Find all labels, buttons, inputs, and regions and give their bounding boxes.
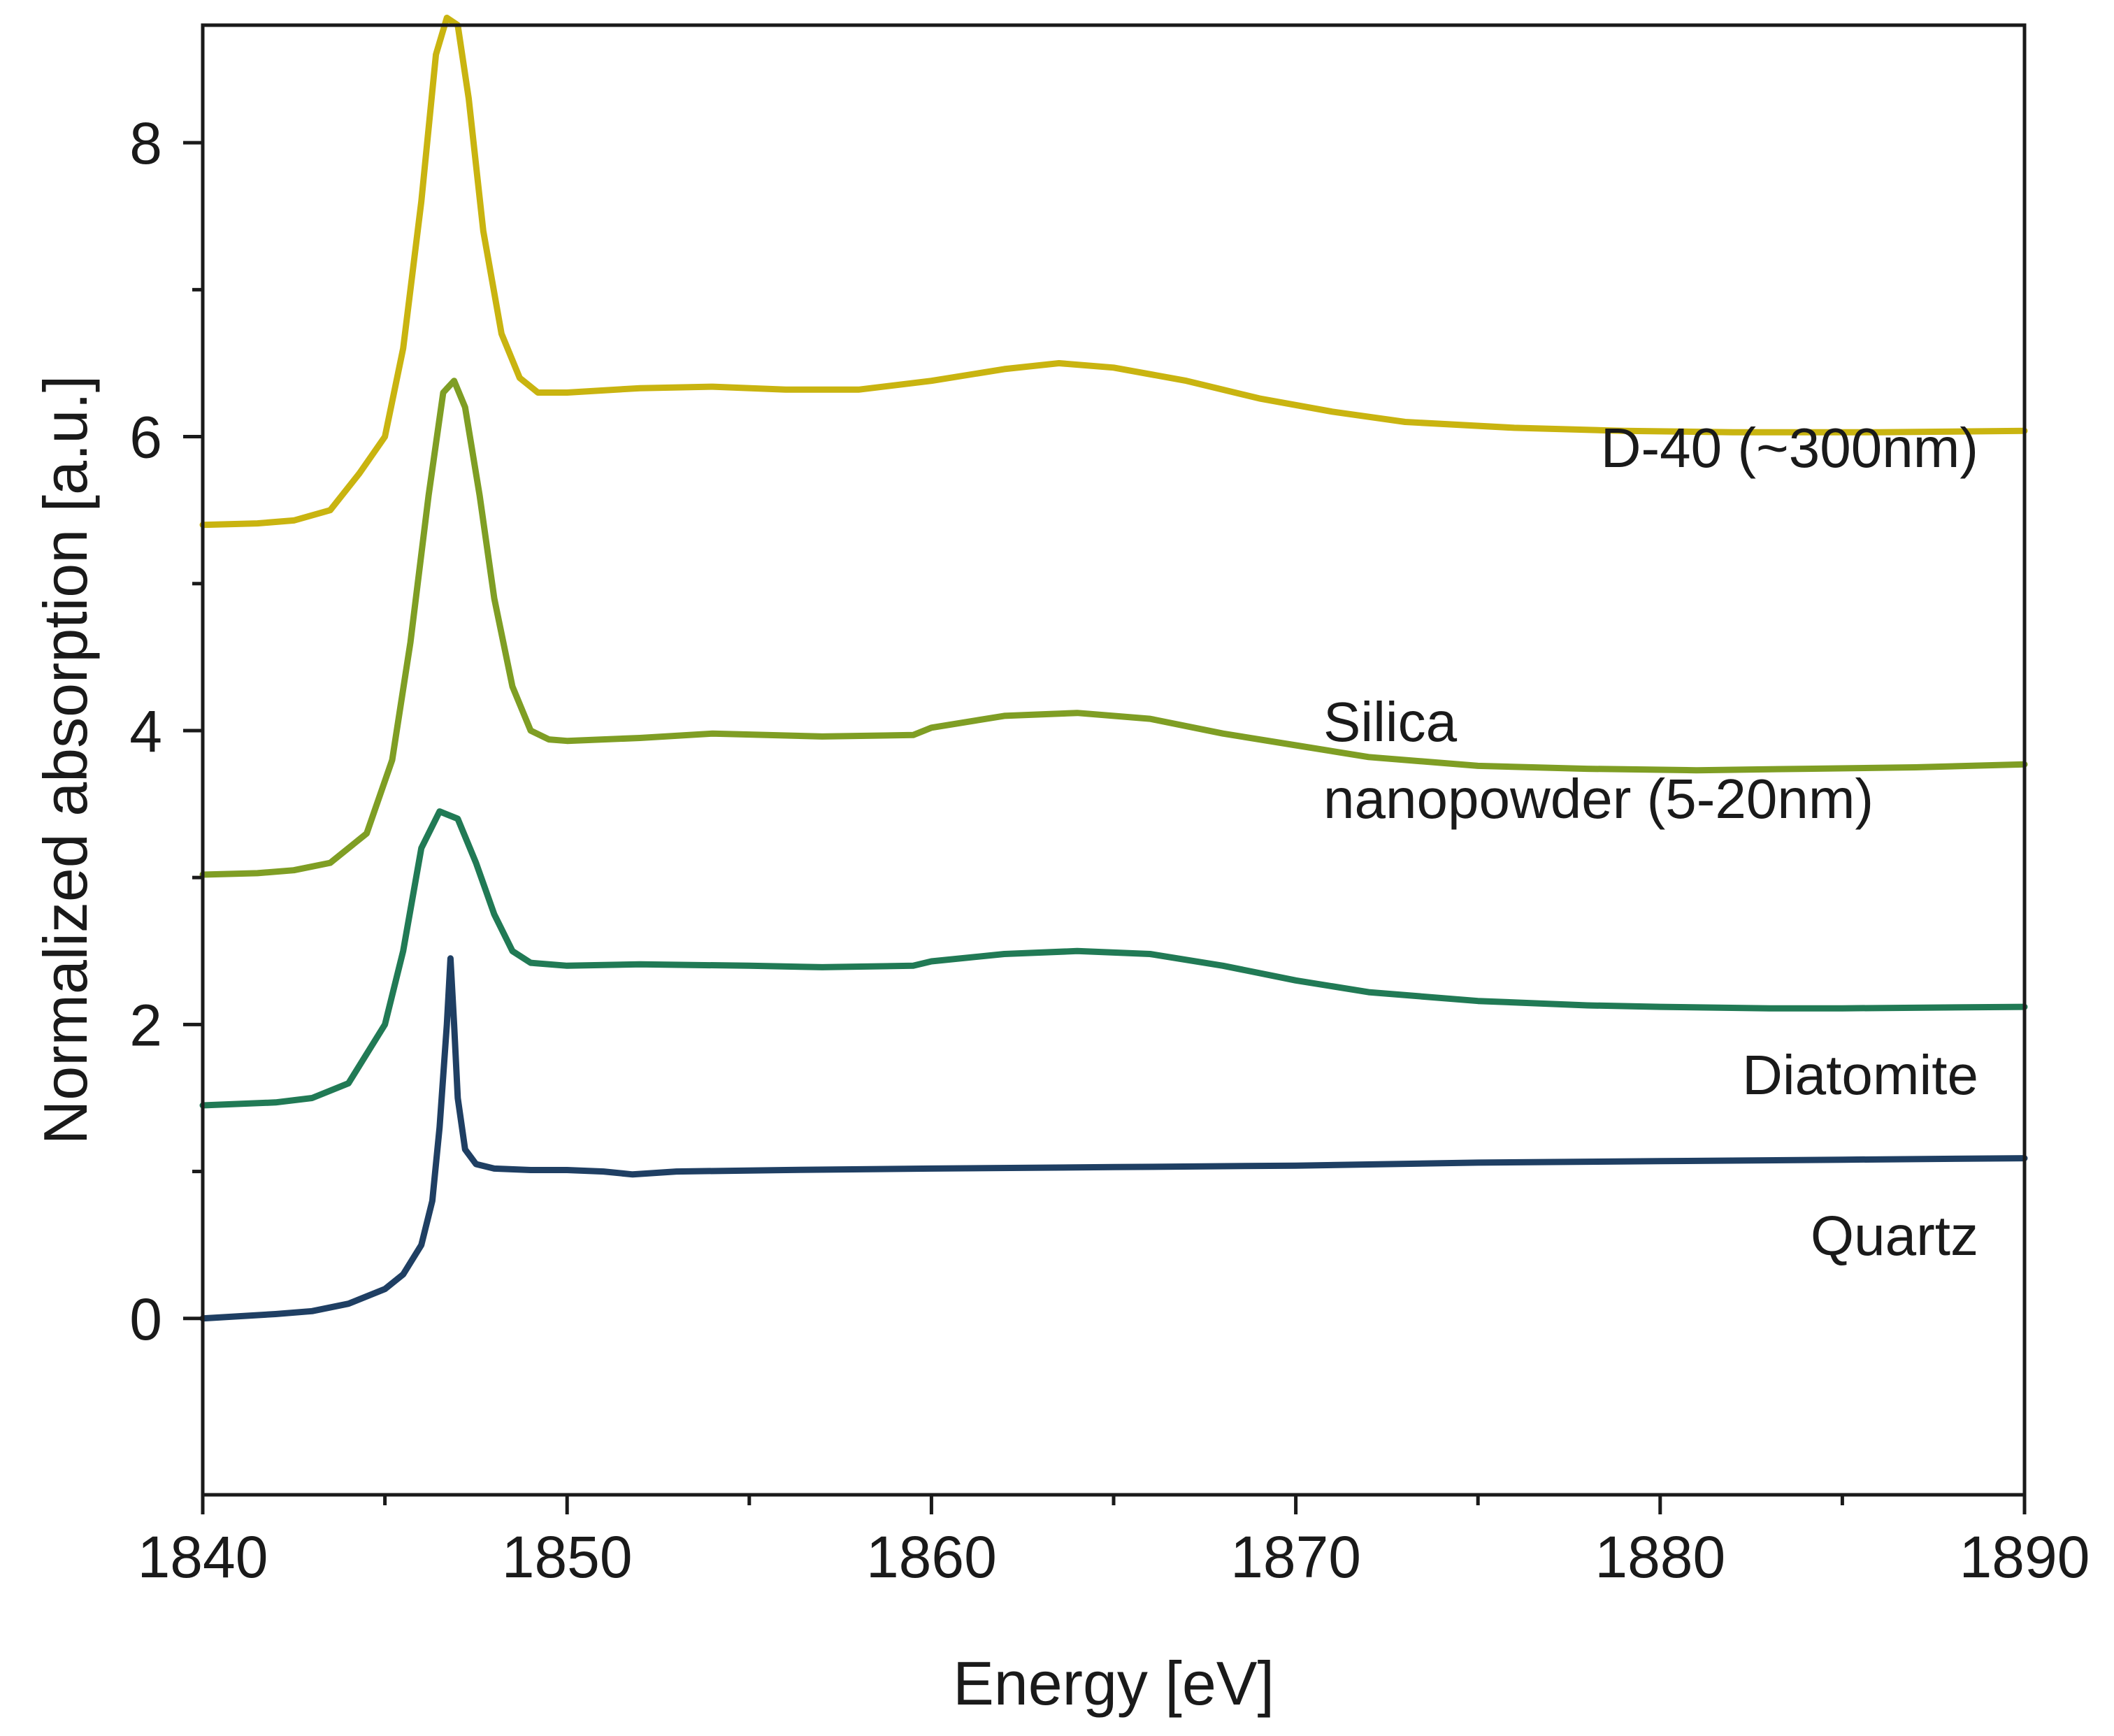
y-axis-title: Normalized absorption [a.u.] — [31, 375, 100, 1145]
plot-frame — [201, 23, 2027, 1497]
x-tick-label: 1890 — [1960, 1524, 2090, 1590]
x-axis-ticks: 1840 1850 1860 1870 1880 1890 — [138, 1495, 2090, 1590]
series-label-line: D-40 (~300nm) — [1601, 417, 1978, 479]
y-tick-label: 8 — [129, 110, 162, 176]
series-label-silica-nanopowder-5-20nm: Silica nanopowder (5-20nm) — [1323, 691, 1874, 830]
y-tick-label: 4 — [129, 698, 162, 764]
series-line-silica-nanopowder-5-20nm — [199, 378, 2028, 878]
y-axis-ticks: 0 2 4 6 8 — [129, 110, 203, 1352]
series-label-line: Diatomite — [1742, 1044, 1978, 1106]
series-line-quartz — [199, 955, 2028, 1322]
series-line-d-40-300nm — [199, 15, 2028, 529]
series-label-line: Silica — [1323, 691, 1458, 753]
series-labels: Quartz Diatomite Silica nanopowder (5-20nm)… — [1323, 417, 1978, 1267]
x-tick-label: 1880 — [1595, 1524, 1725, 1590]
y-tick-label: 2 — [129, 992, 162, 1058]
series-layer — [199, 15, 2028, 1322]
x-tick-label: 1850 — [502, 1524, 633, 1590]
y-tick-label: 0 — [129, 1286, 162, 1352]
series-label-d-40-300nm: D-40 (~300nm) — [1601, 417, 1978, 479]
y-tick-label: 6 — [129, 405, 162, 471]
series-line-diatomite — [199, 808, 2028, 1109]
x-axis-title: Energy [eV] — [953, 1649, 1274, 1718]
x-tick-label: 1870 — [1230, 1524, 1361, 1590]
series-label-line: nanopowder (5-20nm) — [1323, 768, 1874, 830]
series-label-quartz: Quartz — [1811, 1205, 1978, 1267]
x-tick-label: 1860 — [866, 1524, 997, 1590]
series-label-diatomite: Diatomite — [1742, 1044, 1978, 1106]
x-tick-label: 1840 — [138, 1524, 268, 1590]
series-label-line: Quartz — [1811, 1205, 1978, 1267]
